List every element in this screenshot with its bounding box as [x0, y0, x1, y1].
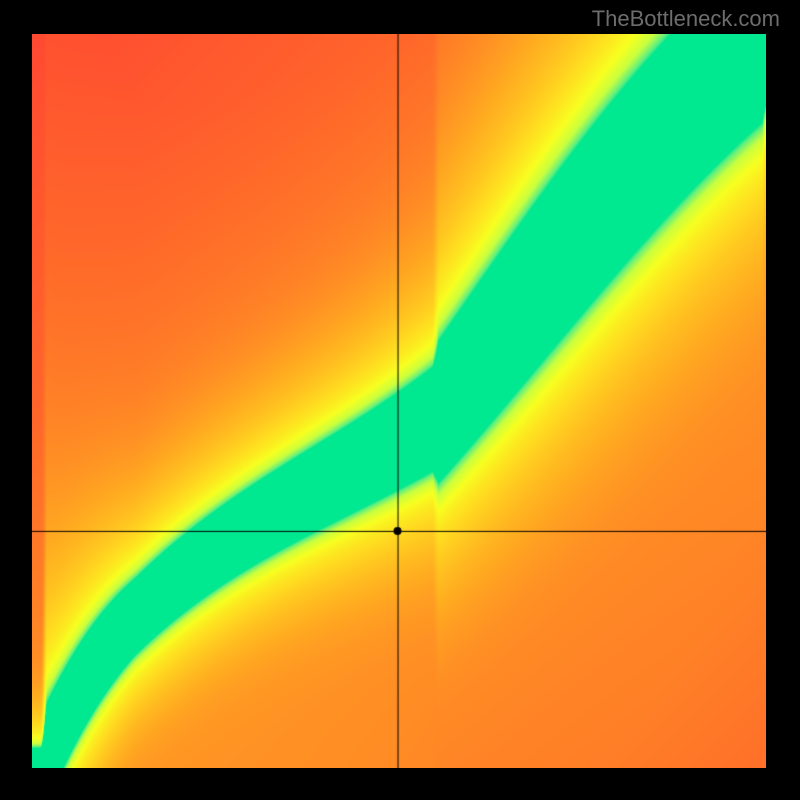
watermark-text: TheBottleneck.com [592, 6, 780, 32]
chart-container: TheBottleneck.com [0, 0, 800, 800]
bottleneck-heatmap [32, 34, 766, 768]
